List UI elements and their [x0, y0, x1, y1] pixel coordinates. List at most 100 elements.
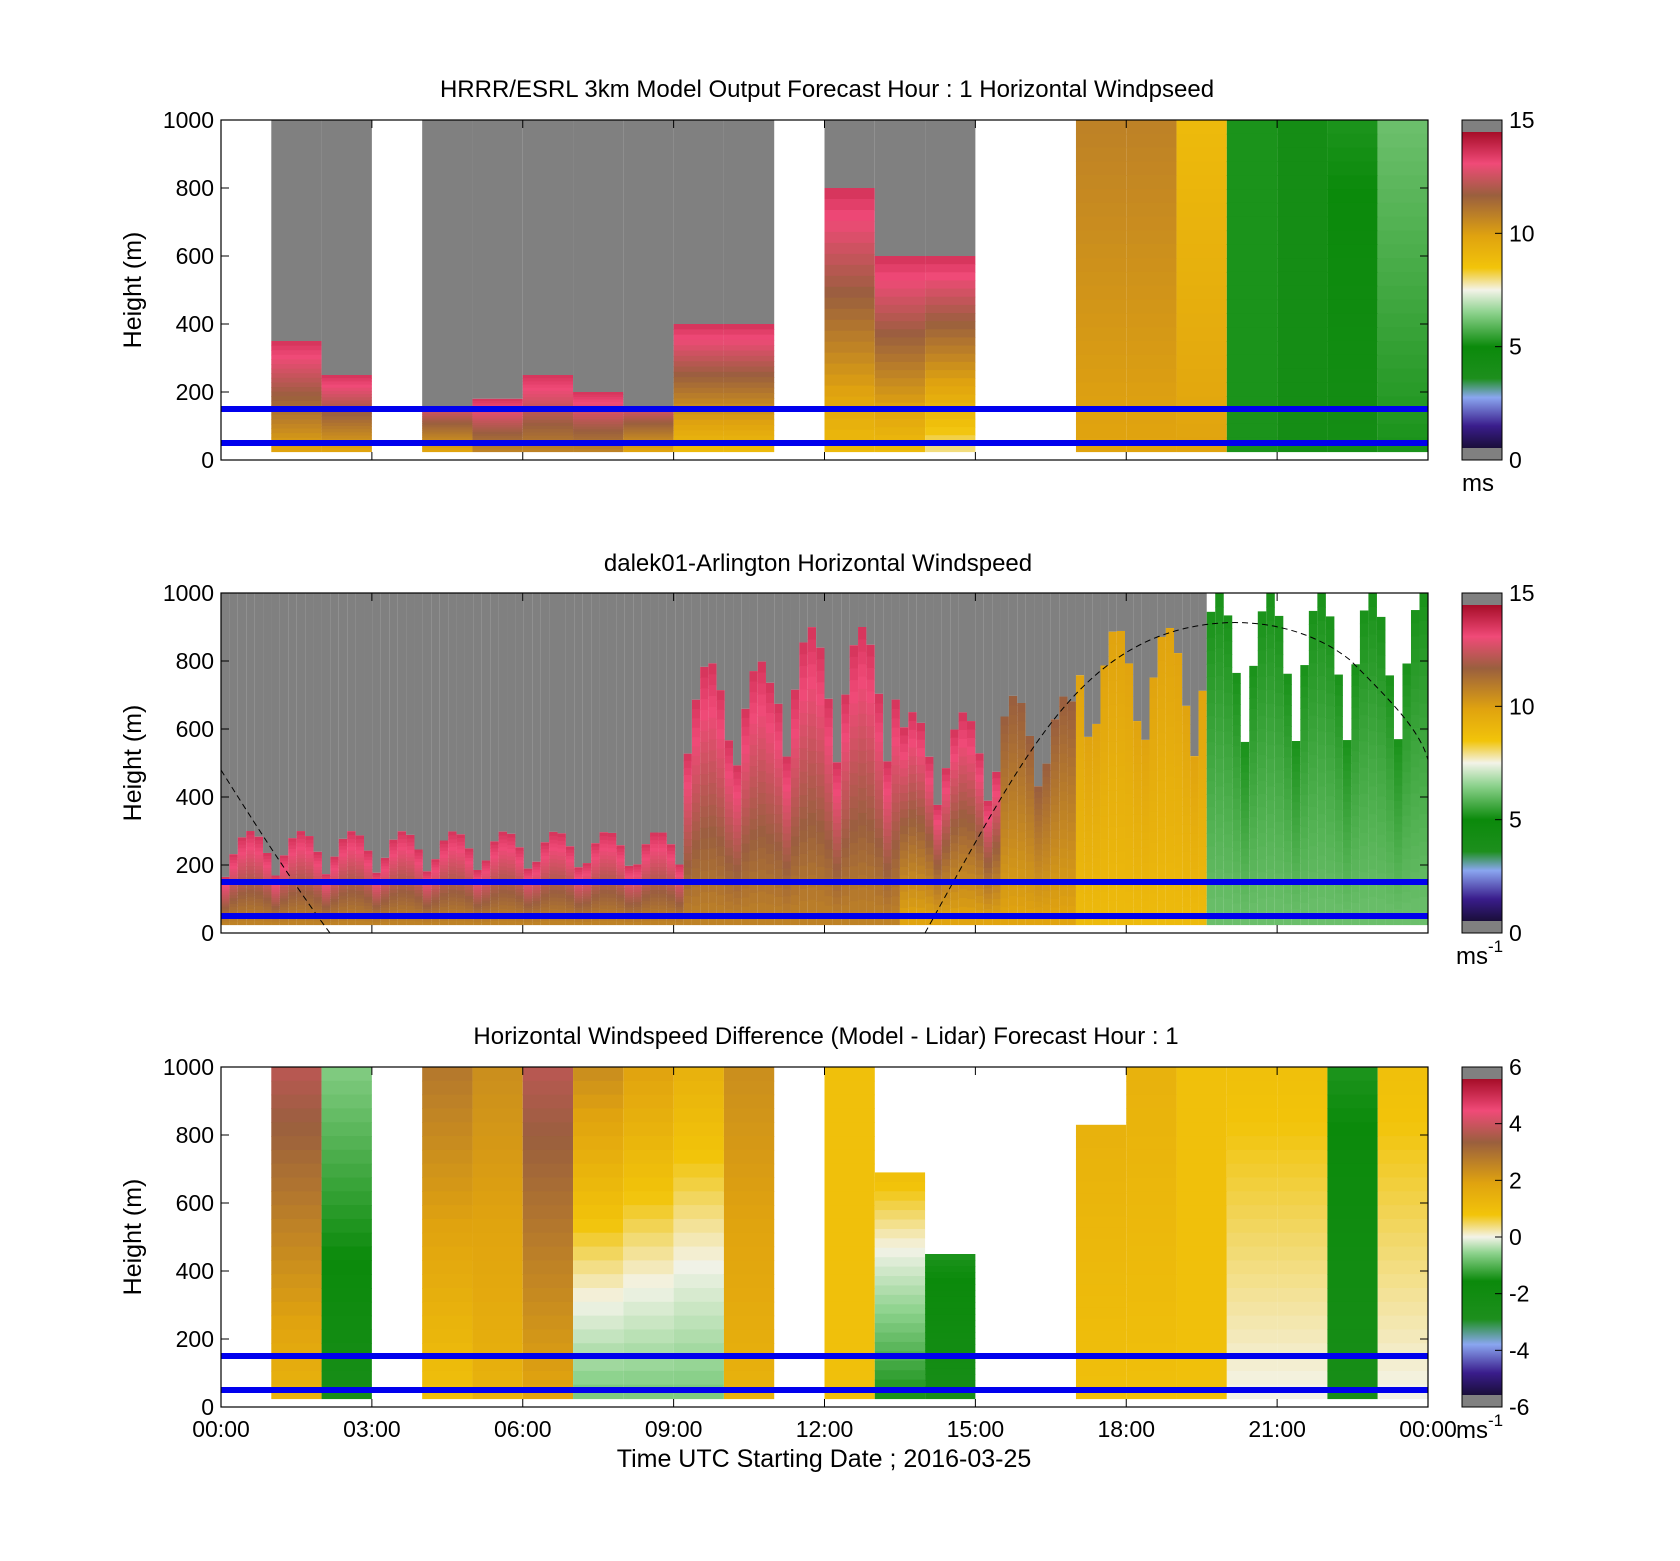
heatmap-cell [1359, 819, 1369, 834]
heatmap-cell [1206, 794, 1216, 808]
heatmap-cell [1368, 703, 1377, 718]
heatmap-cell [675, 887, 684, 891]
heatmap-cell [355, 835, 365, 840]
heatmap-cell [666, 897, 676, 902]
heatmap-cell [523, 873, 533, 877]
heatmap-cell [481, 908, 491, 912]
heatmap-cell [523, 903, 533, 907]
heatmap-cell [1266, 786, 1275, 801]
heatmap-cell [1100, 762, 1109, 775]
heatmap-cell [1126, 1260, 1177, 1275]
heatmap-cell [1000, 855, 1009, 865]
heatmap-cell [607, 897, 617, 903]
heatmap-cell [338, 860, 348, 865]
heatmap-cell [749, 903, 758, 915]
heatmap-cell [414, 849, 423, 854]
heatmap-cell [933, 894, 942, 901]
heatmap-cell [983, 847, 993, 853]
heatmap-cell [724, 832, 734, 841]
heatmap-cell [724, 870, 734, 880]
heatmap-cell [975, 817, 984, 826]
heatmap-cell [1223, 898, 1233, 913]
heatmap-cell [540, 876, 550, 881]
heatmap-cell [1308, 780, 1318, 795]
missing-data-cell [683, 593, 692, 754]
colorbar-tick-label: 0 [1509, 447, 1522, 473]
heatmap-cell [1327, 1315, 1378, 1331]
y-tick-label: 0 [201, 447, 214, 473]
heatmap-cell [1368, 786, 1377, 801]
heatmap-cell [1034, 872, 1043, 880]
heatmap-cell [623, 412, 674, 415]
heatmap-cell [765, 733, 775, 744]
heatmap-cell [522, 375, 574, 379]
heatmap-cell [472, 1329, 523, 1344]
heatmap-cell [1308, 859, 1318, 873]
heatmap-cell [916, 722, 926, 732]
heatmap-cell [799, 771, 808, 785]
heatmap-cell [650, 890, 659, 895]
heatmap-cell [1249, 870, 1258, 882]
heatmap-cell [321, 890, 331, 894]
heatmap-cell [1100, 741, 1109, 753]
heatmap-cell [296, 901, 306, 906]
heatmap-cell [816, 693, 825, 706]
heatmap-cell [899, 784, 909, 794]
heatmap-cell [599, 905, 608, 910]
heatmap-cell [464, 895, 474, 900]
heatmap-cell [464, 886, 474, 891]
heatmap-cell [389, 910, 398, 915]
heatmap-cell [1215, 758, 1224, 774]
heatmap-cell [1376, 886, 1386, 900]
heatmap-cell [355, 861, 365, 866]
heatmap-cell [1008, 724, 1018, 735]
heatmap-cell [1050, 762, 1060, 772]
heatmap-cell [221, 896, 230, 900]
heatmap-cell [1223, 885, 1233, 900]
heatmap-cell [321, 1301, 372, 1317]
heatmap-cell [1359, 662, 1369, 677]
heatmap-cell [1351, 837, 1360, 850]
heatmap-cell [1410, 793, 1420, 808]
heatmap-cell [364, 909, 373, 913]
heatmap-cell [641, 870, 651, 875]
heatmap-cell [271, 895, 280, 899]
heatmap-cell [1334, 789, 1343, 801]
heatmap-cell [824, 418, 875, 431]
heatmap-cell [1249, 762, 1258, 775]
heatmap-cell [816, 809, 825, 822]
reference-lines [221, 406, 1428, 446]
heatmap-cell [1215, 827, 1224, 843]
heatmap-cell [666, 860, 676, 865]
heatmap-cell [658, 890, 667, 895]
heatmap-cell [1308, 715, 1318, 730]
heatmap-cell [1042, 884, 1051, 892]
heatmap-cell [816, 728, 825, 741]
heatmap-cell [691, 915, 701, 926]
heatmap-cell [983, 842, 993, 848]
heatmap-cell [1226, 202, 1278, 218]
heatmap-cell [1402, 794, 1411, 806]
heatmap-cell [1157, 780, 1166, 794]
missing-data-cell [1157, 593, 1166, 637]
heatmap-cell [1198, 759, 1207, 770]
heatmap-cell [1176, 1149, 1227, 1165]
heatmap-cell [1215, 814, 1224, 829]
heatmap-cell [1042, 870, 1051, 879]
heatmap-cell [992, 816, 1001, 824]
heatmap-cell [1385, 768, 1394, 780]
heatmap-cell [1050, 736, 1060, 746]
heatmap-cell [1067, 840, 1076, 851]
heatmap-cell [1084, 885, 1093, 894]
heatmap-cell [925, 1278, 976, 1285]
heatmap-cell [347, 854, 356, 859]
heatmap-cell [782, 917, 791, 926]
heatmap-cell [431, 870, 440, 874]
heatmap-cell [1402, 837, 1411, 849]
missing-data-cell [523, 593, 533, 869]
heatmap-cell [464, 905, 474, 910]
heatmap-cell [1232, 798, 1241, 810]
heatmap-cell [1042, 917, 1051, 926]
heatmap-cell [599, 836, 608, 841]
heatmap-cell [1017, 702, 1026, 713]
